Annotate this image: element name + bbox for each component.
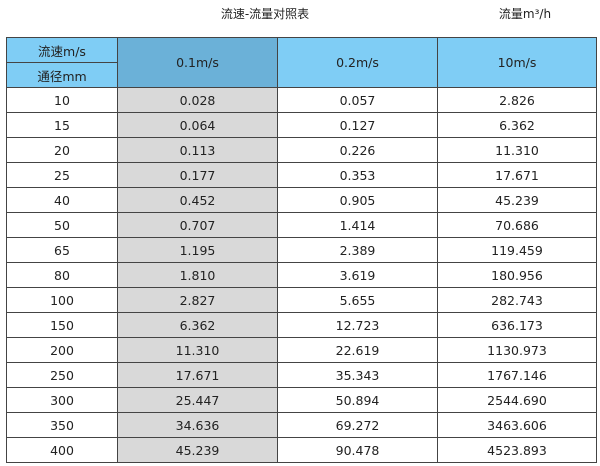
table-row: 400 45.239 90.478 4523.893 [6, 437, 597, 463]
table-row: 25 0.177 0.353 17.671 [6, 162, 597, 188]
diameter-cell: 100 [6, 287, 118, 313]
diameter-cell: 400 [6, 437, 118, 463]
flow-cell: 70.686 [437, 212, 597, 238]
flow-cell: 1767.146 [437, 362, 597, 388]
flow-cell: 0.028 [117, 87, 278, 113]
flow-cell: 180.956 [437, 262, 597, 288]
flow-cell: 2544.690 [437, 387, 597, 413]
flow-cell: 636.173 [437, 312, 597, 338]
flow-cell: 12.723 [277, 312, 438, 338]
table-title: 流速-流量对照表 [220, 7, 310, 21]
flow-cell: 282.743 [437, 287, 597, 313]
flow-cell: 2.389 [277, 237, 438, 263]
table-row: 150 6.362 12.723 636.173 [6, 312, 597, 338]
unit-label: 流量m³/h [498, 7, 552, 21]
flow-cell: 11.310 [437, 137, 597, 163]
flow-cell: 2.827 [117, 287, 278, 313]
flow-cell: 5.655 [277, 287, 438, 313]
table-row: 40 0.452 0.905 45.239 [6, 187, 597, 213]
flow-cell: 35.343 [277, 362, 438, 388]
flow-cell: 0.452 [117, 187, 278, 213]
flow-cell: 1.414 [277, 212, 438, 238]
flow-cell: 34.636 [117, 412, 278, 438]
diameter-cell: 25 [6, 162, 118, 188]
flow-cell: 17.671 [437, 162, 597, 188]
table-row: 100 2.827 5.655 282.743 [6, 287, 597, 313]
diameter-cell: 300 [6, 387, 118, 413]
diameter-cell: 10 [6, 87, 118, 113]
flow-cell: 0.113 [117, 137, 278, 163]
flow-cell: 1.195 [117, 237, 278, 263]
column-header: 10m/s [437, 37, 597, 88]
diameter-cell: 20 [6, 137, 118, 163]
diameter-cell: 40 [6, 187, 118, 213]
flow-cell: 6.362 [437, 112, 597, 138]
table-row: 300 25.447 50.894 2544.690 [6, 387, 597, 413]
diameter-cell: 50 [6, 212, 118, 238]
diameter-header: 通径mm [6, 62, 118, 88]
flow-cell: 0.707 [117, 212, 278, 238]
table-row: 200 11.310 22.619 1130.973 [6, 337, 597, 363]
flow-cell: 0.064 [117, 112, 278, 138]
column-header: 0.1m/s [117, 37, 278, 88]
diameter-cell: 150 [6, 312, 118, 338]
flow-cell: 17.671 [117, 362, 278, 388]
table-row: 80 1.810 3.619 180.956 [6, 262, 597, 288]
flow-cell: 50.894 [277, 387, 438, 413]
flow-cell: 0.226 [277, 137, 438, 163]
flow-cell: 90.478 [277, 437, 438, 463]
diameter-cell: 15 [6, 112, 118, 138]
flow-cell: 3.619 [277, 262, 438, 288]
flow-cell: 0.353 [277, 162, 438, 188]
diameter-cell: 350 [6, 412, 118, 438]
table-row: 20 0.113 0.226 11.310 [6, 137, 597, 163]
flow-cell: 11.310 [117, 337, 278, 363]
flow-cell: 22.619 [277, 337, 438, 363]
diameter-cell: 200 [6, 337, 118, 363]
diameter-cell: 65 [6, 237, 118, 263]
flow-cell: 119.459 [437, 237, 597, 263]
table-row: 15 0.064 0.127 6.362 [6, 112, 597, 138]
flow-table: 流速m/s 0.1m/s 0.2m/s 10m/s 通径mm 10 0.028 0.… [6, 37, 597, 463]
flow-cell: 45.239 [117, 437, 278, 463]
flow-cell: 0.057 [277, 87, 438, 113]
table-row: 250 17.671 35.343 1767.146 [6, 362, 597, 388]
flow-cell: 2.826 [437, 87, 597, 113]
flow-cell: 0.905 [277, 187, 438, 213]
column-header: 0.2m/s [277, 37, 438, 88]
flow-cell: 6.362 [117, 312, 278, 338]
flow-cell: 0.177 [117, 162, 278, 188]
flow-cell: 4523.893 [437, 437, 597, 463]
flow-cell: 69.272 [277, 412, 438, 438]
flow-cell: 1.810 [117, 262, 278, 288]
diameter-cell: 250 [6, 362, 118, 388]
flow-cell: 1130.973 [437, 337, 597, 363]
flow-cell: 0.127 [277, 112, 438, 138]
flow-cell: 25.447 [117, 387, 278, 413]
flow-cell: 3463.606 [437, 412, 597, 438]
table-row: 350 34.636 69.272 3463.606 [6, 412, 597, 438]
table-row: 10 0.028 0.057 2.826 [6, 87, 597, 113]
flow-cell: 45.239 [437, 187, 597, 213]
diameter-cell: 80 [6, 262, 118, 288]
table-row: 50 0.707 1.414 70.686 [6, 212, 597, 238]
velocity-header: 流速m/s [6, 37, 118, 63]
table-row: 65 1.195 2.389 119.459 [6, 237, 597, 263]
